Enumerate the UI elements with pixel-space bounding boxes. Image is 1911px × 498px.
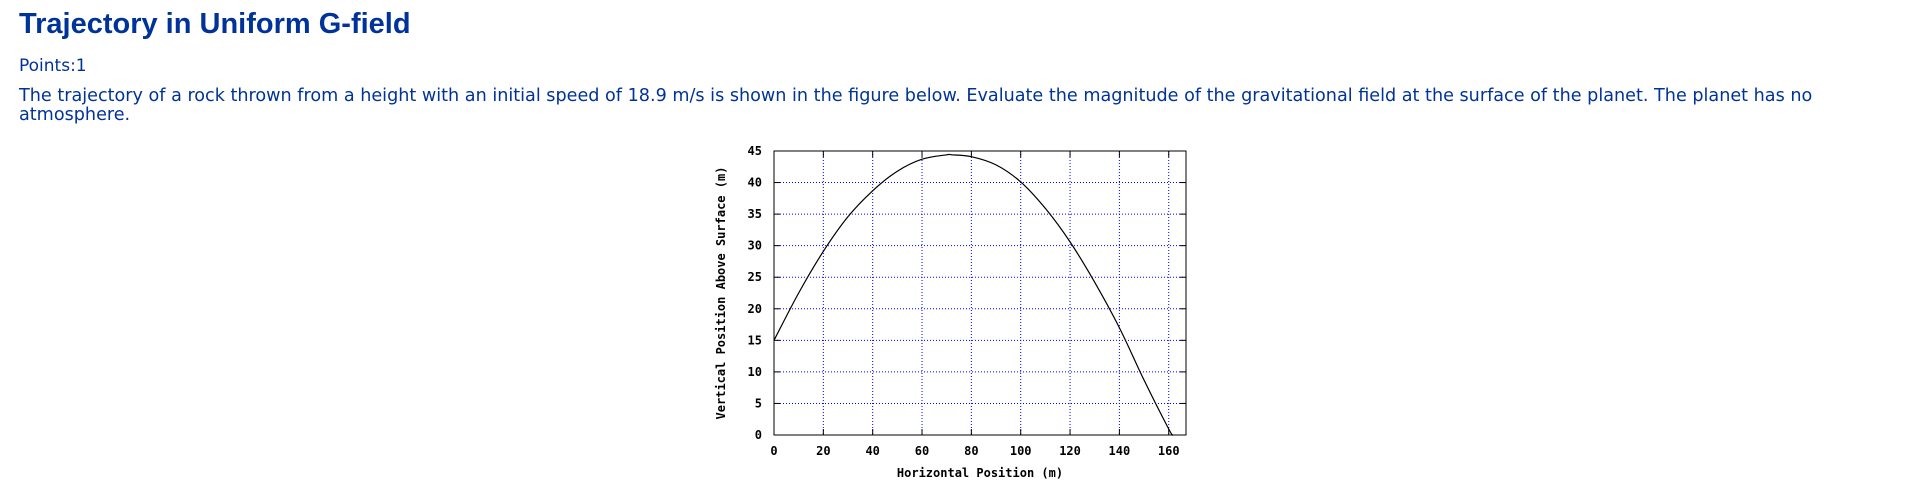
y-tick-label: 35: [748, 207, 762, 221]
x-tick-label: 60: [915, 444, 929, 458]
x-tick-label: 0: [770, 444, 777, 458]
x-tick-label: 80: [964, 444, 978, 458]
y-tick-label: 10: [748, 365, 762, 379]
x-tick-label: 100: [1010, 444, 1032, 458]
y-tick-label: 30: [748, 239, 762, 253]
question-text: The trajectory of a rock thrown from a h…: [19, 86, 1813, 125]
y-tick-label: 40: [748, 176, 762, 190]
x-tick-label: 160: [1158, 444, 1180, 458]
y-tick-label: 15: [748, 333, 762, 347]
y-tick-label: 45: [748, 144, 762, 158]
y-tick-label: 20: [748, 302, 762, 316]
y-tick-label: 25: [748, 270, 762, 284]
y-axis-label: Vertical Position Above Surface (m): [714, 167, 728, 420]
x-tick-label: 120: [1059, 444, 1081, 458]
y-tick-label: 5: [755, 396, 762, 410]
points-label: Points:1: [19, 56, 87, 76]
x-tick-label: 40: [865, 444, 879, 458]
x-tick-label: 140: [1109, 444, 1131, 458]
y-tick-label: 0: [755, 428, 762, 442]
trajectory-curve: [773, 153, 1174, 436]
x-axis-label: Horizontal Position (m): [897, 466, 1063, 480]
trajectory-chart: 0 20 40 60 80 100 120 140 160 0 5 10 15 20 25 30 35 40 45 H…: [704, 138, 1204, 498]
plot-frame: [773, 150, 1187, 436]
trajectory-chart-svg: 0 20 40 60 80 100 120 140 160 0 5 10 15 20 25 30 35 40 45 H…: [714, 144, 1187, 480]
plot-area: [774, 151, 1186, 435]
x-tick-label: 20: [816, 444, 830, 458]
page-title: Trajectory in Uniform G-field: [19, 8, 411, 40]
